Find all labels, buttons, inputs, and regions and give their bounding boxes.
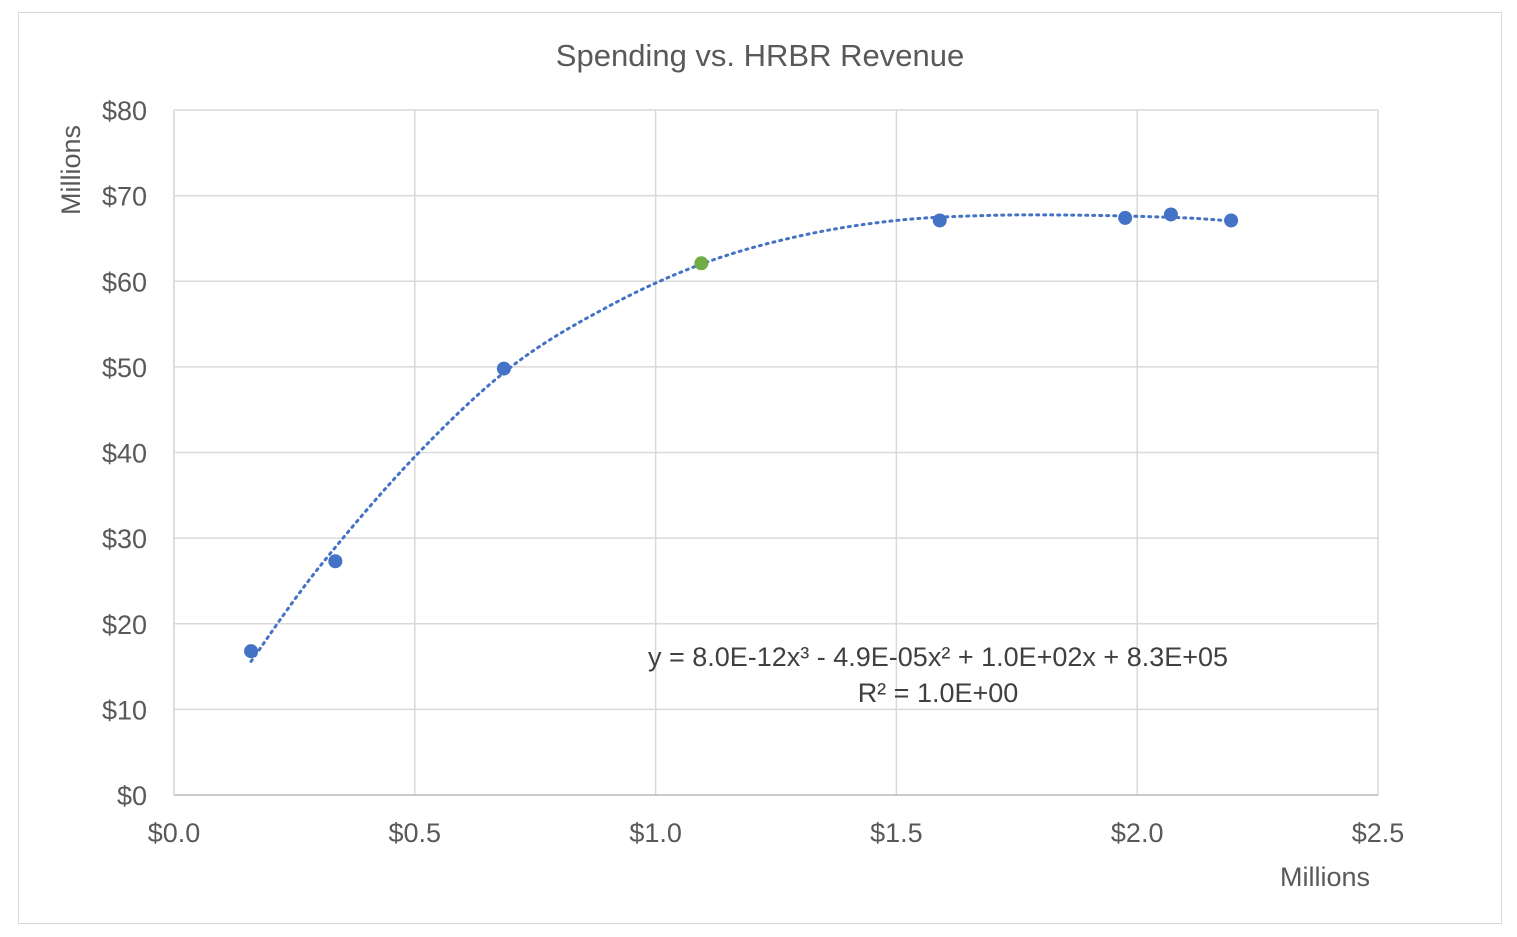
data-points [244, 207, 1239, 659]
data-point [244, 644, 259, 659]
trendline-r-squared: R² = 1.0E+00 [858, 678, 1019, 708]
data-point [694, 256, 709, 271]
y-tick-label: $70 [102, 182, 147, 212]
data-point [328, 554, 343, 569]
y-tick-label: $30 [102, 524, 147, 554]
y-tick-label: $10 [102, 695, 147, 725]
data-point [1163, 207, 1178, 222]
chart-title: Spending vs. HRBR Revenue [556, 38, 964, 73]
x-tick-label: $1.0 [629, 818, 682, 848]
x-tick-label: $1.5 [870, 818, 923, 848]
y-tick-label: $60 [102, 267, 147, 297]
y-tick-label: $20 [102, 610, 147, 640]
trendline [249, 213, 1236, 663]
data-point [1224, 213, 1239, 228]
data-point [932, 213, 947, 228]
x-tick-label: $2.5 [1352, 818, 1405, 848]
x-tick-label: $0.0 [148, 818, 201, 848]
y-tick-label: $0 [117, 781, 147, 811]
data-point [496, 361, 511, 376]
data-point [1118, 210, 1133, 225]
x-axis-label: Millions [1280, 862, 1370, 892]
y-axis-label: Millions [56, 125, 86, 215]
x-tick-label: $2.0 [1111, 818, 1164, 848]
y-tick-label: $50 [102, 353, 147, 383]
chart-frame [18, 12, 1502, 924]
y-tick-label: $40 [102, 439, 147, 469]
trendline-equation: y = 8.0E-12x³ - 4.9E-05x² + 1.0E+02x + 8… [648, 642, 1228, 672]
x-tick-label: $0.5 [389, 818, 442, 848]
gridlines [173, 109, 1379, 796]
x-axis-ticks: $0.0 $0.5 $1.0 $1.5 $2.0 $2.5 [148, 818, 1405, 848]
y-axis-ticks: $0 $10 $20 $30 $40 $50 $60 $70 $80 [102, 96, 147, 811]
y-tick-label: $80 [102, 96, 147, 126]
